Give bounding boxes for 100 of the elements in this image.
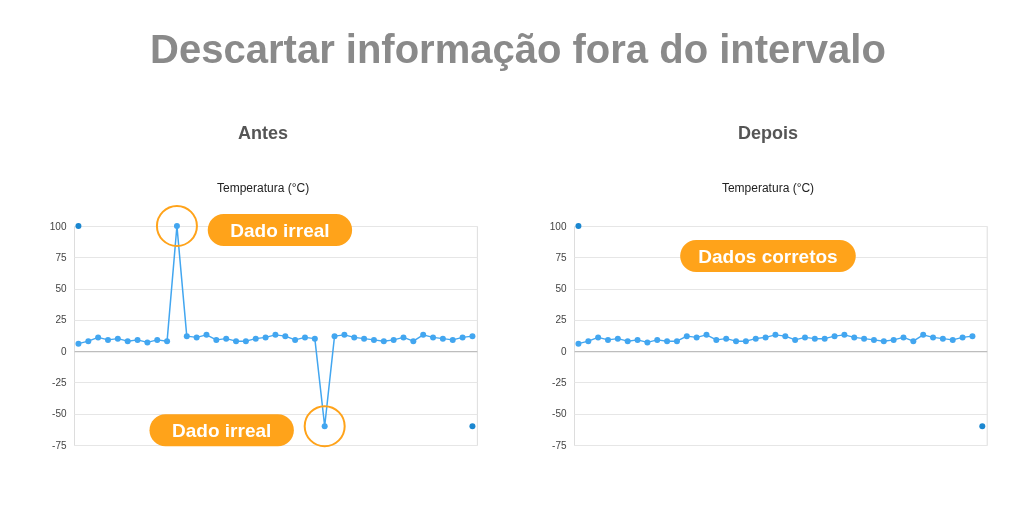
point xyxy=(585,338,592,345)
point xyxy=(949,336,956,343)
point xyxy=(870,336,877,343)
point xyxy=(634,336,641,343)
point xyxy=(664,338,671,345)
point xyxy=(900,334,907,341)
point xyxy=(752,335,759,342)
point xyxy=(742,338,749,345)
y-tick-label: 100 xyxy=(49,220,67,232)
point xyxy=(75,340,82,347)
point xyxy=(164,338,171,345)
point xyxy=(821,335,828,342)
point xyxy=(272,331,279,338)
annotation: Dado irreal xyxy=(230,220,330,241)
point xyxy=(95,334,102,341)
annotation: Dado irreal xyxy=(172,420,272,442)
point xyxy=(370,336,377,343)
point xyxy=(420,331,427,338)
point xyxy=(792,336,799,343)
point xyxy=(959,334,966,341)
point xyxy=(693,334,700,341)
y-tick-label: -75 xyxy=(552,439,567,451)
point xyxy=(301,334,308,341)
y-tick-label: 0 xyxy=(60,345,67,357)
point xyxy=(782,333,789,340)
point xyxy=(390,336,397,343)
annotation: Dados corretos xyxy=(698,246,838,267)
point xyxy=(890,336,897,343)
point xyxy=(469,333,476,340)
point xyxy=(351,334,358,341)
point xyxy=(604,336,611,343)
point xyxy=(861,335,868,342)
point xyxy=(439,335,446,342)
y-tick-label: 75 xyxy=(555,251,567,263)
point xyxy=(114,335,121,342)
y-tick-label: 0 xyxy=(560,345,567,357)
y-tick-label: 100 xyxy=(549,220,567,232)
point xyxy=(331,333,338,340)
y-tick-label: -50 xyxy=(552,408,567,420)
point xyxy=(233,338,240,345)
point xyxy=(223,335,230,342)
point xyxy=(930,334,937,341)
y-tick-label: 25 xyxy=(55,314,67,326)
point xyxy=(575,340,582,347)
point xyxy=(969,333,976,340)
point xyxy=(104,336,111,343)
point xyxy=(449,336,456,343)
point xyxy=(831,333,838,340)
chart-title: Antes xyxy=(238,123,289,143)
text: Descartar informação fora do intervalo xyxy=(150,26,886,71)
point xyxy=(262,334,269,341)
point xyxy=(85,338,92,345)
point xyxy=(361,335,368,342)
point xyxy=(595,334,602,341)
chart-subtitle: Temperatura (°C) xyxy=(721,181,815,195)
point xyxy=(654,336,661,343)
y-tick-label: 25 xyxy=(555,314,567,326)
point xyxy=(410,338,417,345)
point xyxy=(203,331,210,338)
point xyxy=(282,333,289,340)
point xyxy=(910,338,917,345)
point xyxy=(939,335,946,342)
point xyxy=(154,336,161,343)
point xyxy=(252,335,259,342)
y-tick-label: -75 xyxy=(52,439,67,451)
point xyxy=(841,331,848,338)
point xyxy=(979,423,986,430)
point xyxy=(469,423,476,430)
point xyxy=(880,338,887,345)
point xyxy=(144,339,151,346)
point xyxy=(124,338,131,345)
point xyxy=(801,334,808,341)
point xyxy=(134,336,141,343)
point xyxy=(75,223,82,229)
chart-subtitle: Temperatura (°C) xyxy=(217,181,310,195)
point xyxy=(575,223,582,229)
point xyxy=(644,339,651,346)
point xyxy=(733,338,740,345)
point xyxy=(193,334,200,341)
point xyxy=(723,335,730,342)
point xyxy=(762,334,769,341)
point xyxy=(459,334,466,341)
chart-title: Depois xyxy=(738,123,799,143)
y-tick-label: 50 xyxy=(55,283,67,295)
point xyxy=(683,333,690,340)
point xyxy=(400,334,407,341)
point xyxy=(341,331,348,338)
point xyxy=(311,335,318,342)
y-tick-label: 75 xyxy=(55,251,67,263)
y-tick-label: -25 xyxy=(552,376,567,388)
point xyxy=(811,335,818,342)
point xyxy=(673,338,680,345)
point xyxy=(213,336,220,343)
point xyxy=(713,336,720,343)
point xyxy=(772,331,779,338)
point xyxy=(430,334,437,341)
point xyxy=(920,331,927,338)
point xyxy=(242,338,249,345)
point xyxy=(614,335,621,342)
y-tick-label: 50 xyxy=(555,283,567,295)
